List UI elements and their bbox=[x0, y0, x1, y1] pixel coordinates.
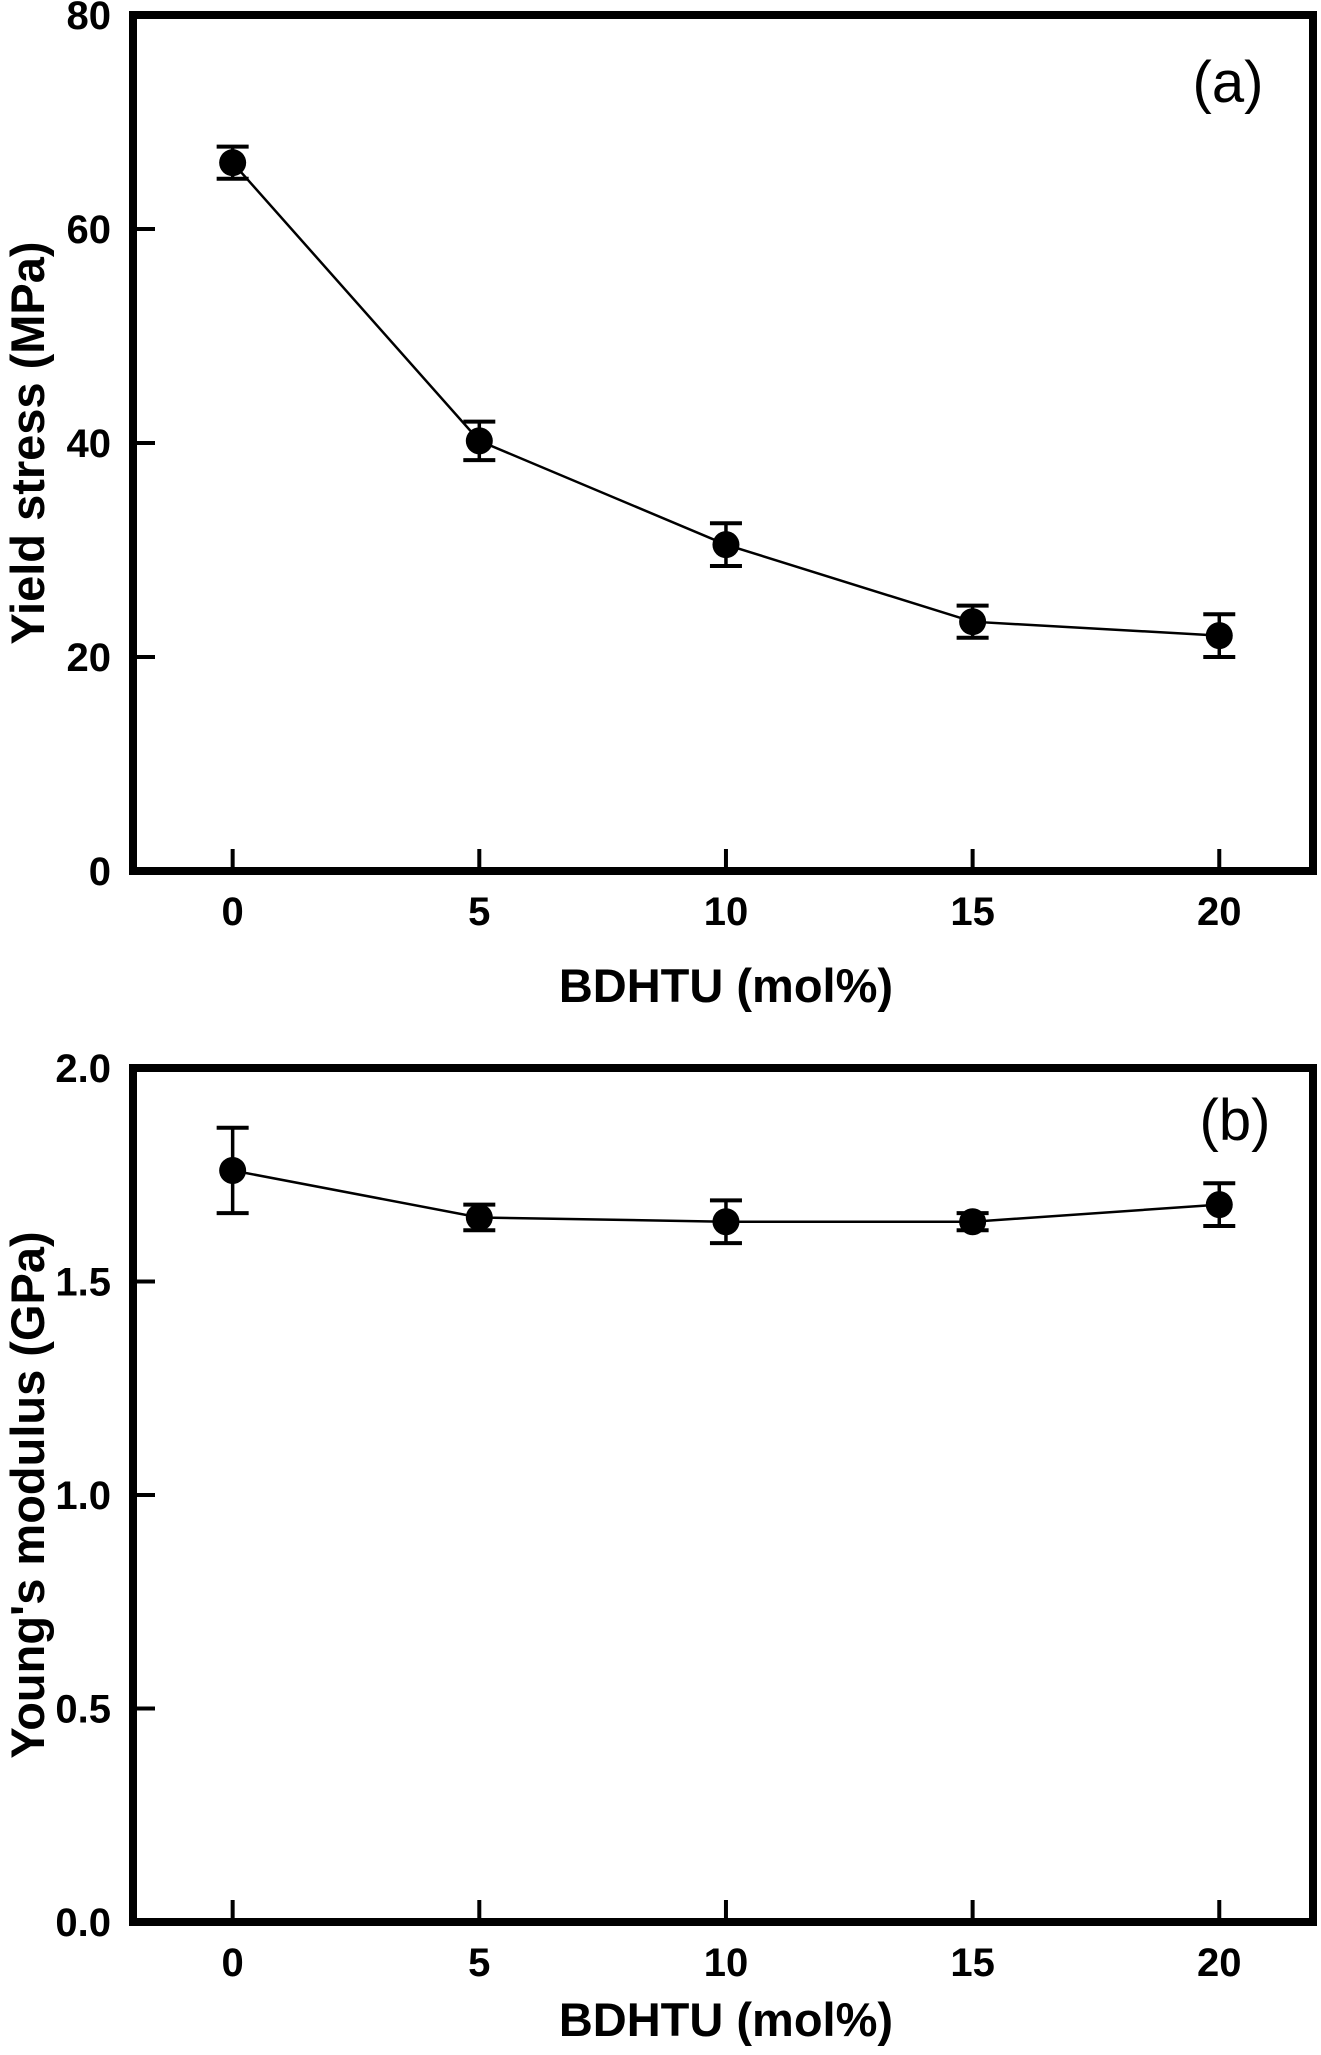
x-tick-label: 20 bbox=[1197, 890, 1242, 934]
y-tick-label: 2.0 bbox=[55, 1047, 111, 1091]
data-point bbox=[959, 1208, 987, 1236]
x-axis-title: BDHTU (mol%) bbox=[559, 959, 893, 1012]
x-tick-label: 5 bbox=[468, 1941, 490, 1985]
plot-frame bbox=[129, 11, 1317, 875]
y-tick-label: 80 bbox=[67, 0, 112, 38]
data-point bbox=[712, 1208, 740, 1236]
data-point bbox=[1205, 622, 1233, 650]
x-tick-label: 0 bbox=[222, 890, 244, 934]
y-axis-title: Young's modulus (GPa) bbox=[1, 1231, 54, 1758]
x-tick-label: 10 bbox=[704, 890, 749, 934]
data-point bbox=[712, 531, 740, 559]
x-tick-label: 15 bbox=[950, 1941, 995, 1985]
y-tick-label: 1.0 bbox=[55, 1474, 111, 1518]
plot-frame bbox=[129, 1064, 1317, 1926]
y-tick-label: 20 bbox=[67, 636, 112, 680]
chart-panel-a: 0 5 10 15 20 0 20 40 60 80 (a) BDHTU (mol%) Yield st… bbox=[1, 0, 1317, 1012]
y-tick-label: 1.5 bbox=[55, 1261, 111, 1305]
data-point bbox=[1205, 1191, 1233, 1219]
panel-label-b: (b) bbox=[1200, 1088, 1271, 1153]
y-tick-label: 40 bbox=[67, 422, 112, 466]
y-tick-label: 0.5 bbox=[55, 1688, 111, 1732]
y-axis-title: Yield stress (MPa) bbox=[1, 241, 54, 644]
y-tick-label: 0.0 bbox=[55, 1901, 111, 1945]
data-point bbox=[219, 1156, 247, 1184]
x-tick-label: 20 bbox=[1197, 1941, 1242, 1985]
data-point bbox=[219, 149, 247, 177]
x-tick-label: 0 bbox=[222, 1941, 244, 1985]
x-tick-label: 10 bbox=[704, 1941, 749, 1985]
x-tick-label: 15 bbox=[950, 890, 995, 934]
panel-label-a: (a) bbox=[1193, 50, 1264, 115]
chart-panel-b: 0 5 10 15 20 0.0 0.5 1.0 1.5 2.0 (b) BDHTU (mol%) Yo… bbox=[1, 1047, 1317, 2046]
data-point bbox=[959, 608, 987, 636]
y-tick-label: 60 bbox=[67, 208, 112, 252]
data-point bbox=[465, 1203, 493, 1231]
data-point bbox=[465, 427, 493, 455]
x-axis-title: BDHTU (mol%) bbox=[559, 1993, 893, 2046]
x-tick-label: 5 bbox=[468, 890, 490, 934]
y-tick-label: 0 bbox=[89, 850, 111, 894]
